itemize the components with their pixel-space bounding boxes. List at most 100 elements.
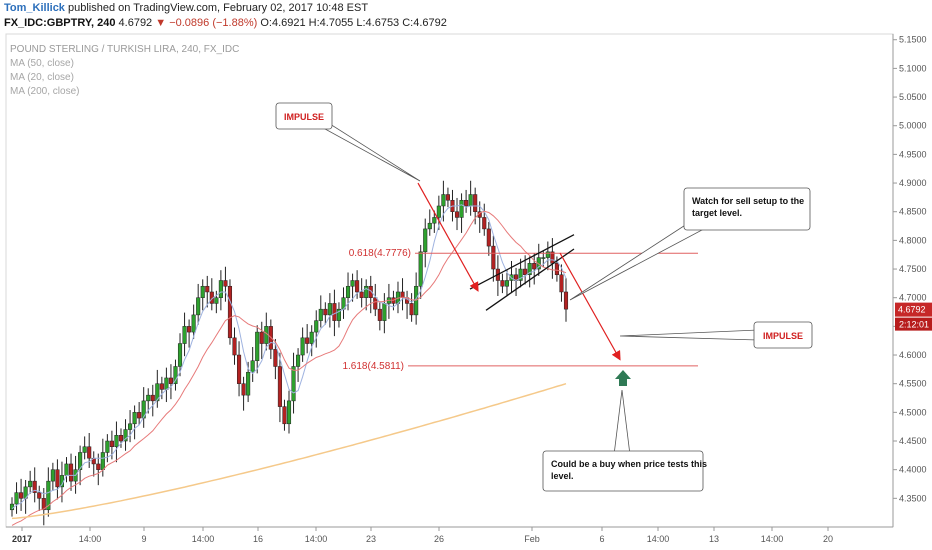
candle-body (19, 492, 24, 499)
impulse-arrow-1 (417, 182, 479, 292)
candle-body (418, 251, 423, 287)
candle-body (250, 360, 255, 373)
y-tick-label: 4.9500 (899, 149, 927, 159)
candle-body (541, 257, 546, 259)
y-tick-label: 4.9000 (899, 178, 927, 188)
candle-body (128, 423, 133, 430)
y-tick-label: 5.0500 (899, 92, 927, 102)
candle-body (314, 320, 319, 333)
sell-callout-text: Watch for sell setup to the (692, 196, 804, 206)
candle-body (50, 469, 55, 482)
candle-body (141, 400, 146, 419)
x-tick-label: 14:00 (305, 534, 328, 544)
candle-body (291, 366, 296, 402)
candle-body (545, 251, 550, 258)
candle-body (468, 194, 473, 207)
candle-body (227, 285, 233, 339)
last-price-label: 4.6792 (898, 305, 926, 315)
y-tick-label: 4.8500 (899, 207, 927, 217)
candle-body (286, 400, 292, 425)
candle-body (368, 285, 373, 298)
candle-body (173, 366, 178, 384)
countdown-tag (895, 317, 932, 331)
sell-callout-text: target level. (692, 208, 742, 218)
candle-body (100, 452, 105, 470)
candle-body (87, 446, 92, 459)
candle-body (132, 412, 137, 425)
candle-body (236, 354, 242, 384)
candle-body (259, 331, 264, 344)
candle-body (68, 463, 74, 482)
y-tick-label: 5.1000 (899, 63, 927, 73)
candle-body (445, 194, 450, 201)
x-tick-label: 14:00 (79, 534, 102, 544)
candle-body (37, 492, 42, 499)
candle-body (559, 274, 564, 293)
candle-body (196, 297, 201, 316)
candle-body (114, 435, 119, 447)
candle-body (336, 308, 342, 321)
candle-body (164, 377, 169, 390)
y-tick-label: 4.5500 (899, 379, 927, 389)
author-link[interactable]: Tom_Killick (4, 2, 65, 14)
y-tick-label: 4.8000 (899, 235, 927, 245)
x-tick-label: 14:00 (647, 534, 670, 544)
candle-body (423, 228, 428, 253)
wedge-lower-line (485, 248, 575, 311)
plot-area (5, 33, 894, 528)
candle-body (146, 394, 151, 402)
candle-body (432, 217, 437, 224)
y-tick-label: 4.7000 (899, 293, 927, 303)
candle-body (373, 297, 378, 310)
candle-body (464, 199, 469, 207)
chart-title: POUND STERLING / TURKISH LIRA, 240, FX_I… (10, 44, 240, 55)
x-tick-label: 2017 (12, 534, 32, 544)
candle-body (518, 268, 523, 281)
candle-body (482, 217, 487, 230)
candle-body (359, 291, 364, 298)
candle-body (441, 194, 446, 207)
x-tick-label: 20 (823, 534, 833, 544)
candle-body (554, 263, 559, 276)
y-tick-label: 4.7500 (899, 264, 927, 274)
candle-body (459, 199, 464, 218)
candle-body (9, 503, 15, 511)
candle-body (300, 337, 305, 356)
candle-body (323, 308, 328, 316)
ma20-line (11, 204, 567, 510)
candle-body (409, 303, 414, 316)
impulse-callout-2-text: IMPULSE (763, 331, 803, 341)
ma200-line (11, 382, 567, 520)
ohlc-text: O:4.6921 H:4.7055 L:4.6753 C:4.6792 (260, 17, 447, 29)
sell-callout-box (683, 187, 811, 231)
candle-body (41, 498, 46, 511)
candle-body (241, 383, 246, 396)
y-tick-label: 4.6000 (899, 350, 927, 360)
candle-body (382, 303, 387, 321)
fib-level-label: 0.618(4.7776) (349, 248, 411, 259)
candle-body (273, 349, 278, 367)
candle-body (137, 412, 142, 419)
y-tick-label: 4.5000 (899, 407, 927, 417)
candle-body (523, 268, 528, 276)
ma20-legend: MA (20, close) (10, 72, 74, 83)
ma50-legend: MA (50, close) (10, 58, 74, 69)
candle-body (305, 337, 310, 344)
candle-body (345, 285, 351, 298)
ma50-line (11, 210, 567, 526)
buy-callout-text: level. (551, 471, 574, 481)
candle-body (473, 194, 478, 212)
candle-body (123, 429, 128, 442)
candle-body (436, 205, 441, 218)
candle-body (427, 222, 432, 230)
candle-body (214, 297, 219, 304)
candle-body (150, 394, 155, 402)
x-tick-label: 23 (366, 534, 376, 544)
candle-body (28, 480, 33, 488)
candle-body (155, 383, 160, 402)
candle-body (159, 383, 164, 390)
x-tick-label: 16 (253, 534, 263, 544)
candle-body (504, 280, 510, 287)
candle-body (109, 440, 114, 447)
